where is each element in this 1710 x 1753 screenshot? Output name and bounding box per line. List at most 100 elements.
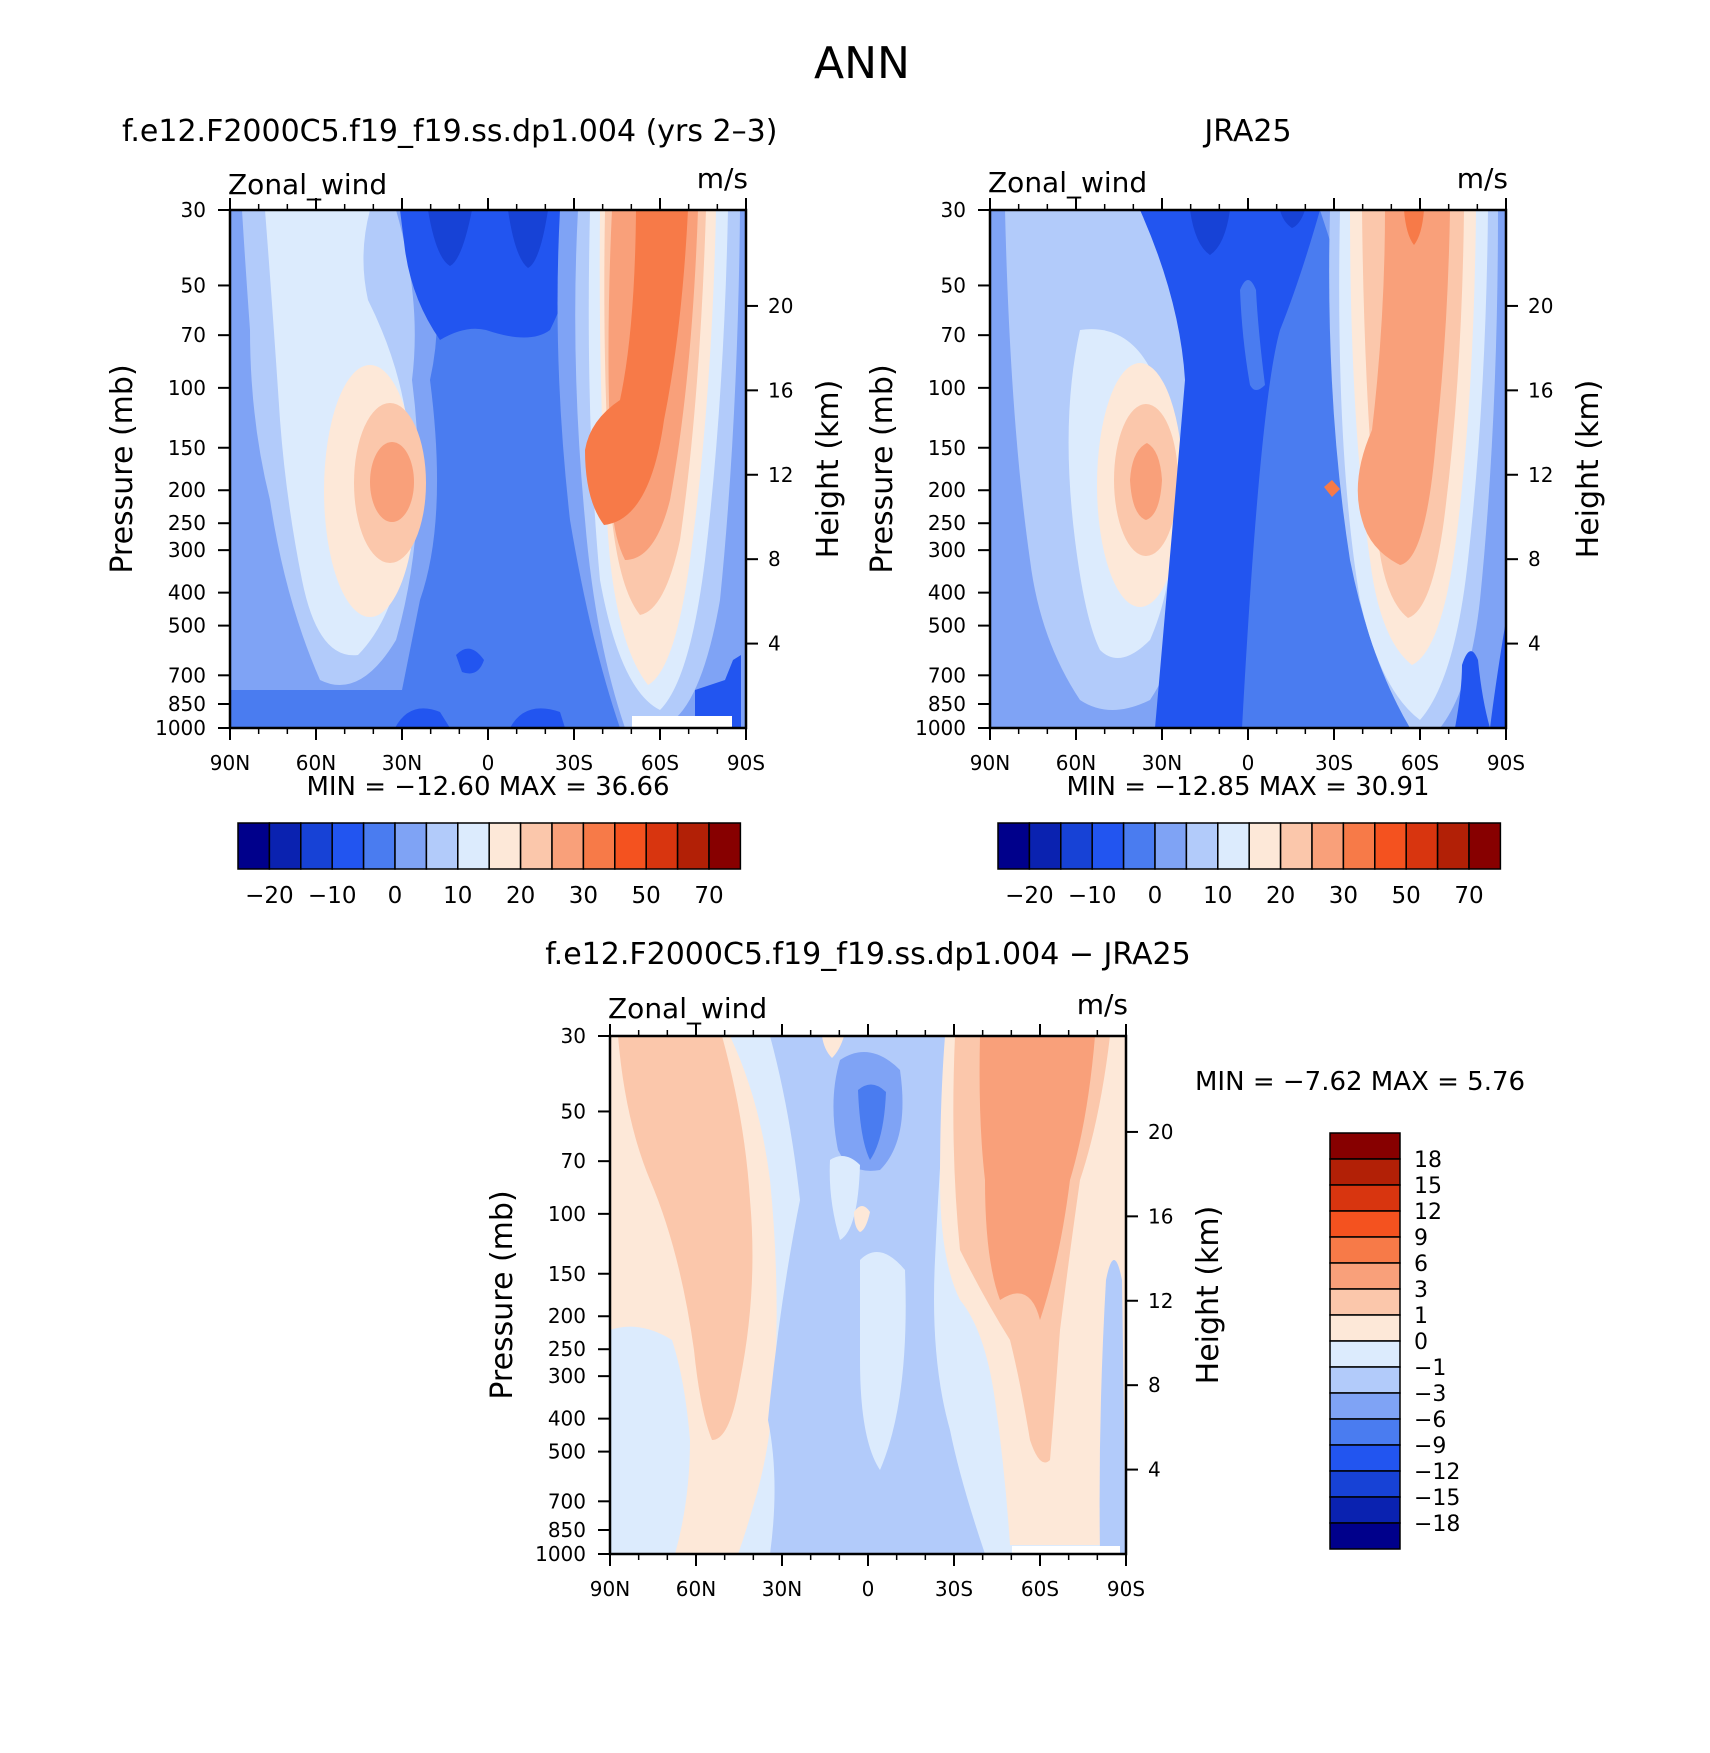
- variable-label: Zonal_wind: [608, 992, 767, 1025]
- colorbar-box: [1329, 1366, 1401, 1394]
- colorbar-box: [362, 822, 396, 870]
- x-tick-label: 60N: [296, 751, 336, 775]
- colorbar-label: −9: [1414, 1434, 1446, 1459]
- h-tick-label: 12: [1528, 463, 1553, 487]
- p-tick-label: 700: [928, 663, 966, 687]
- units-label: m/s: [697, 162, 748, 195]
- h-tick-label: 12: [1148, 1289, 1173, 1313]
- colorbar-label: −1: [1414, 1356, 1446, 1381]
- panel-diff-plot: [610, 1036, 1126, 1554]
- x-tick-label: 60S: [1021, 1577, 1059, 1601]
- colorbar-label: 10: [443, 883, 472, 909]
- colorbar-label: 20: [1266, 883, 1295, 909]
- colorbar-label: 0: [1148, 883, 1163, 909]
- p-tick-label: 200: [928, 478, 966, 502]
- colorbar-box: [268, 822, 302, 870]
- contour-east-25-peak: [1324, 210, 1424, 497]
- colorbar-label: −18: [1414, 1512, 1460, 1537]
- panel-model: f.e12.F2000C5.f19_f19.ss.dp1.004 (yrs 2–…: [105, 114, 846, 909]
- colorbar-box: [1154, 822, 1188, 870]
- x-tick-label: 30N: [1142, 751, 1182, 775]
- colorbar-box: [1329, 1158, 1401, 1186]
- p-tick-label: 30: [181, 198, 206, 222]
- x-tick-label: 60S: [1401, 751, 1439, 775]
- colorbar-box: [1374, 822, 1407, 870]
- x-tick-label: 90N: [590, 1577, 630, 1601]
- x-tick-label: 60N: [676, 1577, 716, 1601]
- ylabel-left: Pressure (mb): [865, 364, 900, 573]
- contour-missing: [632, 716, 732, 728]
- x-tick-label: 30N: [762, 1577, 802, 1601]
- contour-trop-m15: [428, 210, 548, 268]
- p-tick-label: 300: [928, 538, 966, 562]
- panel-obs-title: JRA25: [1202, 114, 1291, 149]
- p-tick-label: 50: [941, 273, 966, 297]
- p-tick-label: 200: [548, 1304, 586, 1328]
- colorbar-box: [1342, 822, 1376, 870]
- x-tick-label: 30S: [555, 751, 593, 775]
- colorbar-box: [1329, 1184, 1401, 1212]
- contour-polar-south: [1099, 1260, 1126, 1554]
- x-tick-label: 90S: [1107, 1577, 1145, 1601]
- h-tick-label: 8: [1528, 547, 1541, 571]
- panel-model-plot: [230, 210, 746, 728]
- colorbar-box: [1329, 1444, 1401, 1472]
- colorbar-box: [1329, 1210, 1401, 1238]
- colorbar-label: 10: [1203, 883, 1232, 909]
- ylabel-left: Pressure (mb): [485, 1190, 520, 1399]
- colorbar-box: [1329, 1418, 1401, 1446]
- colorbar-label: 50: [632, 883, 661, 909]
- p-tick-label: 70: [181, 323, 206, 347]
- h-tick-label: 16: [1528, 378, 1553, 402]
- h-tick-label: 16: [1148, 1204, 1173, 1228]
- contour-trop-m5-tongue: [1240, 280, 1265, 390]
- p-tick-label: 850: [168, 692, 206, 716]
- colorbar: −20 −10 0 10 20 30 50 70: [237, 822, 742, 909]
- p-tick-label: 1000: [535, 1542, 586, 1566]
- contour-trop-low: [395, 648, 565, 728]
- p-tick-label: 70: [941, 323, 966, 347]
- h-tick-label: 4: [1528, 632, 1541, 656]
- panel-model-title: f.e12.F2000C5.f19_f19.ss.dp1.004 (yrs 2–…: [122, 114, 777, 149]
- p-tick-label: 30: [561, 1024, 586, 1048]
- contour-west-20: [370, 442, 414, 522]
- p-tick-label: 100: [548, 1202, 586, 1226]
- colorbar-label: 6: [1414, 1252, 1428, 1277]
- p-tick-label: 250: [548, 1337, 586, 1361]
- p-tick-label: 300: [548, 1364, 586, 1388]
- contour-polar-south: [695, 655, 741, 728]
- p-tick-label: 250: [928, 511, 966, 535]
- colorbar-box: [1060, 822, 1093, 870]
- axis-ticks: 90N 60N 30N 0 30S 60S 90S 30 50 70 100 150 200 250 300…: [915, 198, 1553, 775]
- panel-obs-plot: [990, 210, 1506, 728]
- colorbar-box: [1468, 822, 1502, 870]
- colorbar-box: [1405, 822, 1439, 870]
- x-tick-label: 30S: [1315, 751, 1353, 775]
- ylabel-right: Height (km): [1571, 380, 1606, 559]
- colorbar-label: 9: [1414, 1226, 1428, 1251]
- x-tick-label: 90N: [970, 751, 1010, 775]
- p-tick-label: 400: [548, 1407, 586, 1431]
- contour-east-3: [979, 1036, 1095, 1320]
- colorbar-box: [394, 822, 428, 870]
- colorbar-box: [1028, 822, 1062, 870]
- p-tick-label: 400: [928, 581, 966, 605]
- axis-ticks: 90N 60N 30N 0 30S 60S 90S 30 50 70 100 150 200 250 300…: [535, 1024, 1173, 1601]
- contour-east-30: [585, 210, 688, 525]
- colorbar-box: [551, 822, 585, 870]
- p-tick-label: 150: [168, 436, 206, 460]
- min-max-label: MIN = −7.62 MAX = 5.76: [1195, 1067, 1525, 1097]
- x-tick-label: 30S: [935, 1577, 973, 1601]
- colorbar-label: −10: [308, 883, 357, 909]
- p-tick-label: 1000: [155, 716, 206, 740]
- h-tick-label: 20: [1528, 294, 1553, 318]
- colorbar-box: [1329, 1288, 1401, 1316]
- colorbar-box: [1311, 822, 1345, 870]
- colorbar-label: −20: [245, 883, 294, 909]
- colorbar-label: −20: [1005, 883, 1054, 909]
- p-tick-label: 30: [941, 198, 966, 222]
- p-tick-label: 400: [168, 581, 206, 605]
- colorbar-label: 0: [1414, 1330, 1428, 1355]
- h-tick-label: 16: [768, 378, 793, 402]
- p-tick-label: 50: [181, 273, 206, 297]
